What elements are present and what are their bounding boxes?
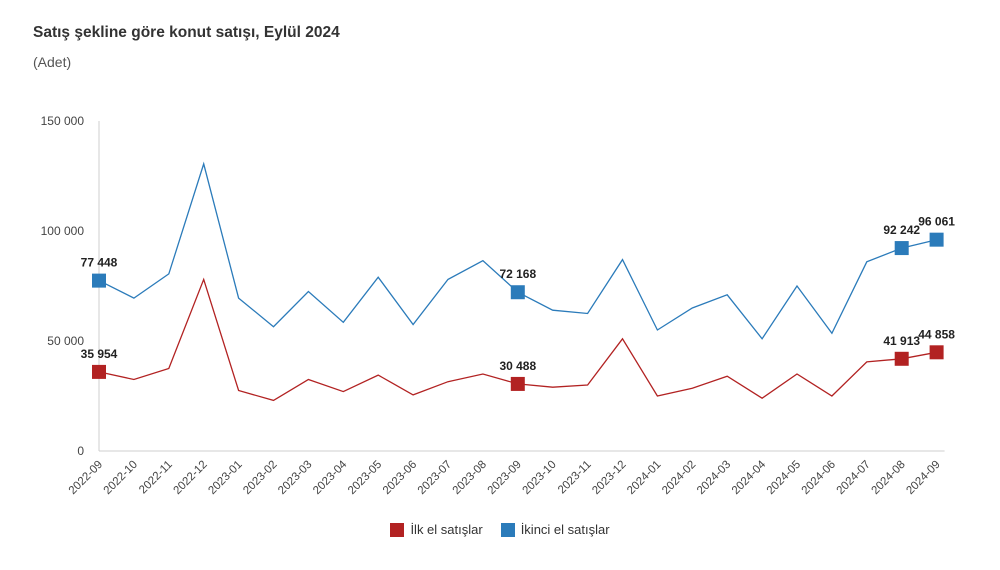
data-point-marker-ilk-el	[510, 376, 525, 391]
x-tick-label: 2022-12	[171, 459, 209, 497]
x-tick-label: 2023-12	[590, 459, 628, 497]
series-line-ikinci-el	[98, 161, 937, 340]
data-point-marker-ikinci-el	[894, 241, 909, 256]
x-tick-label: 2022-10	[102, 459, 140, 497]
legend-item-ilk-el[interactable]: İlk el satışlar	[390, 522, 483, 537]
chart-legend: İlk el satışlar İkinci el satışlar	[0, 522, 1000, 537]
x-tick-label: 2024-08	[869, 459, 907, 497]
x-tick-label: 2024-03	[695, 459, 733, 497]
data-point-marker-ikinci-el	[510, 285, 525, 300]
legend-item-ikinci-el[interactable]: İkinci el satışlar	[500, 522, 610, 537]
data-point-marker-ikinci-el	[929, 232, 944, 247]
y-tick-label: 0	[77, 444, 84, 458]
x-tick-label: 2023-08	[451, 459, 489, 497]
x-tick-label: 2023-11	[556, 459, 594, 497]
x-tick-label: 2024-02	[660, 459, 698, 497]
x-tick-label: 2024-06	[800, 459, 838, 497]
data-label-ilk-el: 35 954	[81, 347, 118, 361]
data-point-marker-ilk-el	[929, 345, 944, 360]
x-tick-label: 2023-04	[311, 458, 350, 497]
chart-unit-label: (Adet)	[33, 54, 72, 70]
data-point-marker-ilk-el	[894, 351, 909, 366]
data-point-marker-ilk-el	[92, 364, 106, 379]
x-tick-label: 2024-09	[904, 459, 942, 497]
legend-swatch-ikinci-el	[500, 522, 515, 537]
x-tick-label: 2023-07	[416, 459, 454, 497]
x-tick-label: 2023-05	[346, 459, 384, 497]
x-tick-label: 2024-05	[765, 459, 803, 497]
x-tick-label: 2023-03	[276, 459, 314, 497]
x-tick-label: 2022-11	[137, 459, 175, 497]
y-tick-label: 150 000	[41, 114, 85, 128]
data-label-ikinci-el: 72 168	[499, 267, 536, 281]
y-tick-label: 50 000	[47, 334, 84, 348]
x-tick-label: 2023-01	[206, 459, 244, 497]
data-point-marker-ikinci-el	[92, 273, 106, 288]
data-label-ilk-el: 41 913	[883, 334, 920, 348]
chart-title: Satış şekline göre konut satışı, Eylül 2…	[33, 24, 340, 41]
data-label-ikinci-el: 96 061	[918, 215, 955, 229]
x-tick-label: 2024-01	[625, 459, 663, 497]
x-tick-label: 2023-02	[241, 459, 279, 497]
legend-swatch-ilk-el	[390, 522, 405, 537]
x-tick-label: 2023-09	[486, 459, 524, 497]
x-tick-label: 2024-07	[835, 459, 873, 497]
data-label-ikinci-el: 92 242	[883, 223, 920, 237]
data-label-ikinci-el: 77 448	[81, 256, 118, 270]
data-label-ilk-el: 44 858	[918, 327, 955, 341]
legend-label-ilk-el: İlk el satışlar	[410, 522, 483, 537]
x-tick-label: 2023-10	[520, 459, 558, 497]
legend-label-ikinci-el: İkinci el satışlar	[520, 522, 610, 537]
data-label-ilk-el: 30 488	[499, 359, 536, 373]
x-tick-label: 2024-04	[730, 458, 769, 497]
x-tick-label: 2023-06	[381, 459, 419, 497]
y-tick-label: 100 000	[41, 224, 85, 238]
x-tick-label: 2022-09	[67, 459, 105, 497]
